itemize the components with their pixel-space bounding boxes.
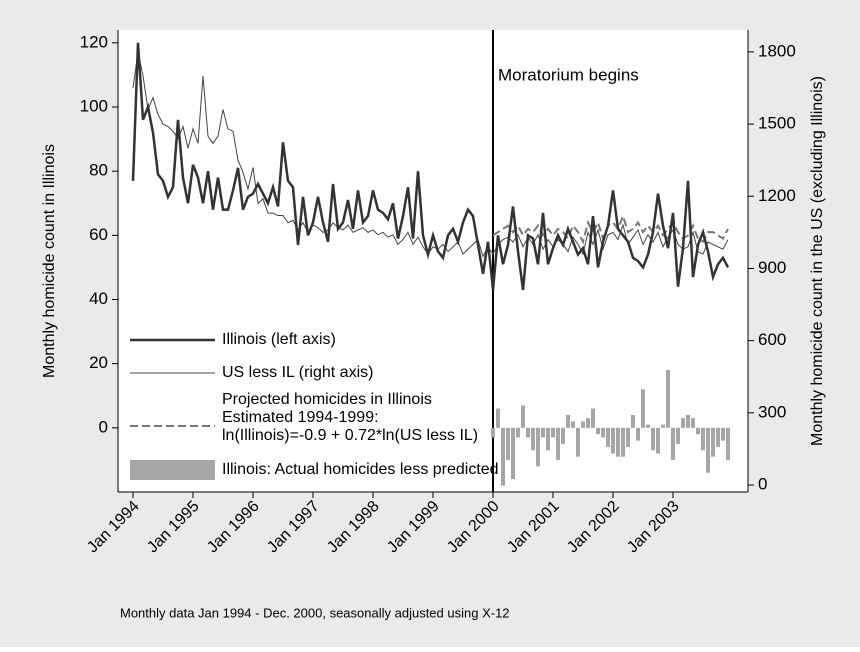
- y-axis-label: Monthly homicide count in Illinois: [41, 144, 58, 378]
- bar: [666, 370, 670, 428]
- bar: [676, 427, 680, 444]
- bar: [626, 427, 630, 448]
- bar: [561, 427, 565, 444]
- y-tick-label: 60: [89, 225, 108, 244]
- note: Monthly data Jan 1994 - Dec. 2000, seaso…: [120, 605, 510, 620]
- y-tick-label: 0: [99, 417, 108, 436]
- y-tick-label: 100: [80, 96, 108, 115]
- bar: [706, 427, 710, 473]
- legend-label: Illinois: Actual homicides less predicte…: [222, 461, 499, 478]
- bar: [546, 427, 550, 451]
- y2-tick-label: 600: [758, 330, 786, 349]
- legend-label: Illinois (left axis): [222, 331, 336, 348]
- y2-axis-label: Monthly homicide count in the US (exclud…: [809, 76, 826, 446]
- bar: [646, 424, 650, 428]
- bar: [571, 421, 575, 428]
- legend-swatch: [130, 460, 215, 480]
- bar: [591, 408, 595, 428]
- plot-area: [118, 30, 748, 492]
- bar: [536, 427, 540, 467]
- bar: [721, 427, 725, 441]
- bar: [661, 424, 665, 428]
- bar: [611, 427, 615, 454]
- y2-tick-label: 1200: [758, 186, 796, 205]
- bar: [501, 427, 505, 486]
- bar: [596, 427, 600, 435]
- legend-note: ln(Illinois)=-0.9 + 0.72*ln(US less IL): [222, 427, 478, 444]
- bar: [681, 418, 685, 428]
- bar: [716, 427, 720, 448]
- bar: [491, 427, 495, 438]
- bar: [701, 427, 705, 451]
- y2-tick-label: 0: [758, 475, 767, 494]
- legend-label: Projected homicides in Illinois: [222, 391, 432, 408]
- bar: [711, 427, 715, 457]
- bar: [526, 427, 530, 438]
- y2-tick-label: 1800: [758, 41, 796, 60]
- y-tick-label: 80: [89, 161, 108, 180]
- bar: [651, 427, 655, 451]
- bar: [516, 427, 520, 438]
- bar: [686, 415, 690, 428]
- bar: [541, 427, 545, 438]
- bar: [531, 427, 535, 451]
- bar: [606, 427, 610, 448]
- bar: [586, 418, 590, 428]
- line: [131, 42, 730, 291]
- annotation: Moratorium begins: [498, 65, 639, 84]
- bar: [671, 427, 675, 460]
- y-tick-label: 40: [89, 289, 108, 308]
- y-tick-label: 20: [89, 353, 108, 372]
- bar: [566, 415, 570, 428]
- bar: [551, 427, 555, 438]
- bar: [511, 427, 515, 480]
- y2-tick-label: 300: [758, 402, 786, 421]
- bar: [641, 389, 645, 428]
- bar: [601, 427, 605, 438]
- y2-tick-label: 1500: [758, 114, 796, 133]
- bar: [656, 427, 660, 454]
- bar: [496, 408, 500, 428]
- y2-tick-label: 900: [758, 258, 786, 277]
- bar: [616, 427, 620, 457]
- bar: [691, 418, 695, 428]
- bar: [581, 421, 585, 428]
- legend-label: US less IL (right axis): [222, 364, 373, 381]
- bar: [631, 415, 635, 428]
- bar: [696, 427, 700, 435]
- bar: [521, 405, 525, 428]
- legend-note: Estimated 1994-1999:: [222, 409, 379, 426]
- bar: [506, 427, 510, 460]
- bar: [621, 427, 625, 457]
- bar: [576, 427, 580, 457]
- bar: [636, 427, 640, 441]
- y-tick-label: 120: [80, 32, 108, 51]
- bar: [556, 427, 560, 460]
- bar: [726, 427, 730, 460]
